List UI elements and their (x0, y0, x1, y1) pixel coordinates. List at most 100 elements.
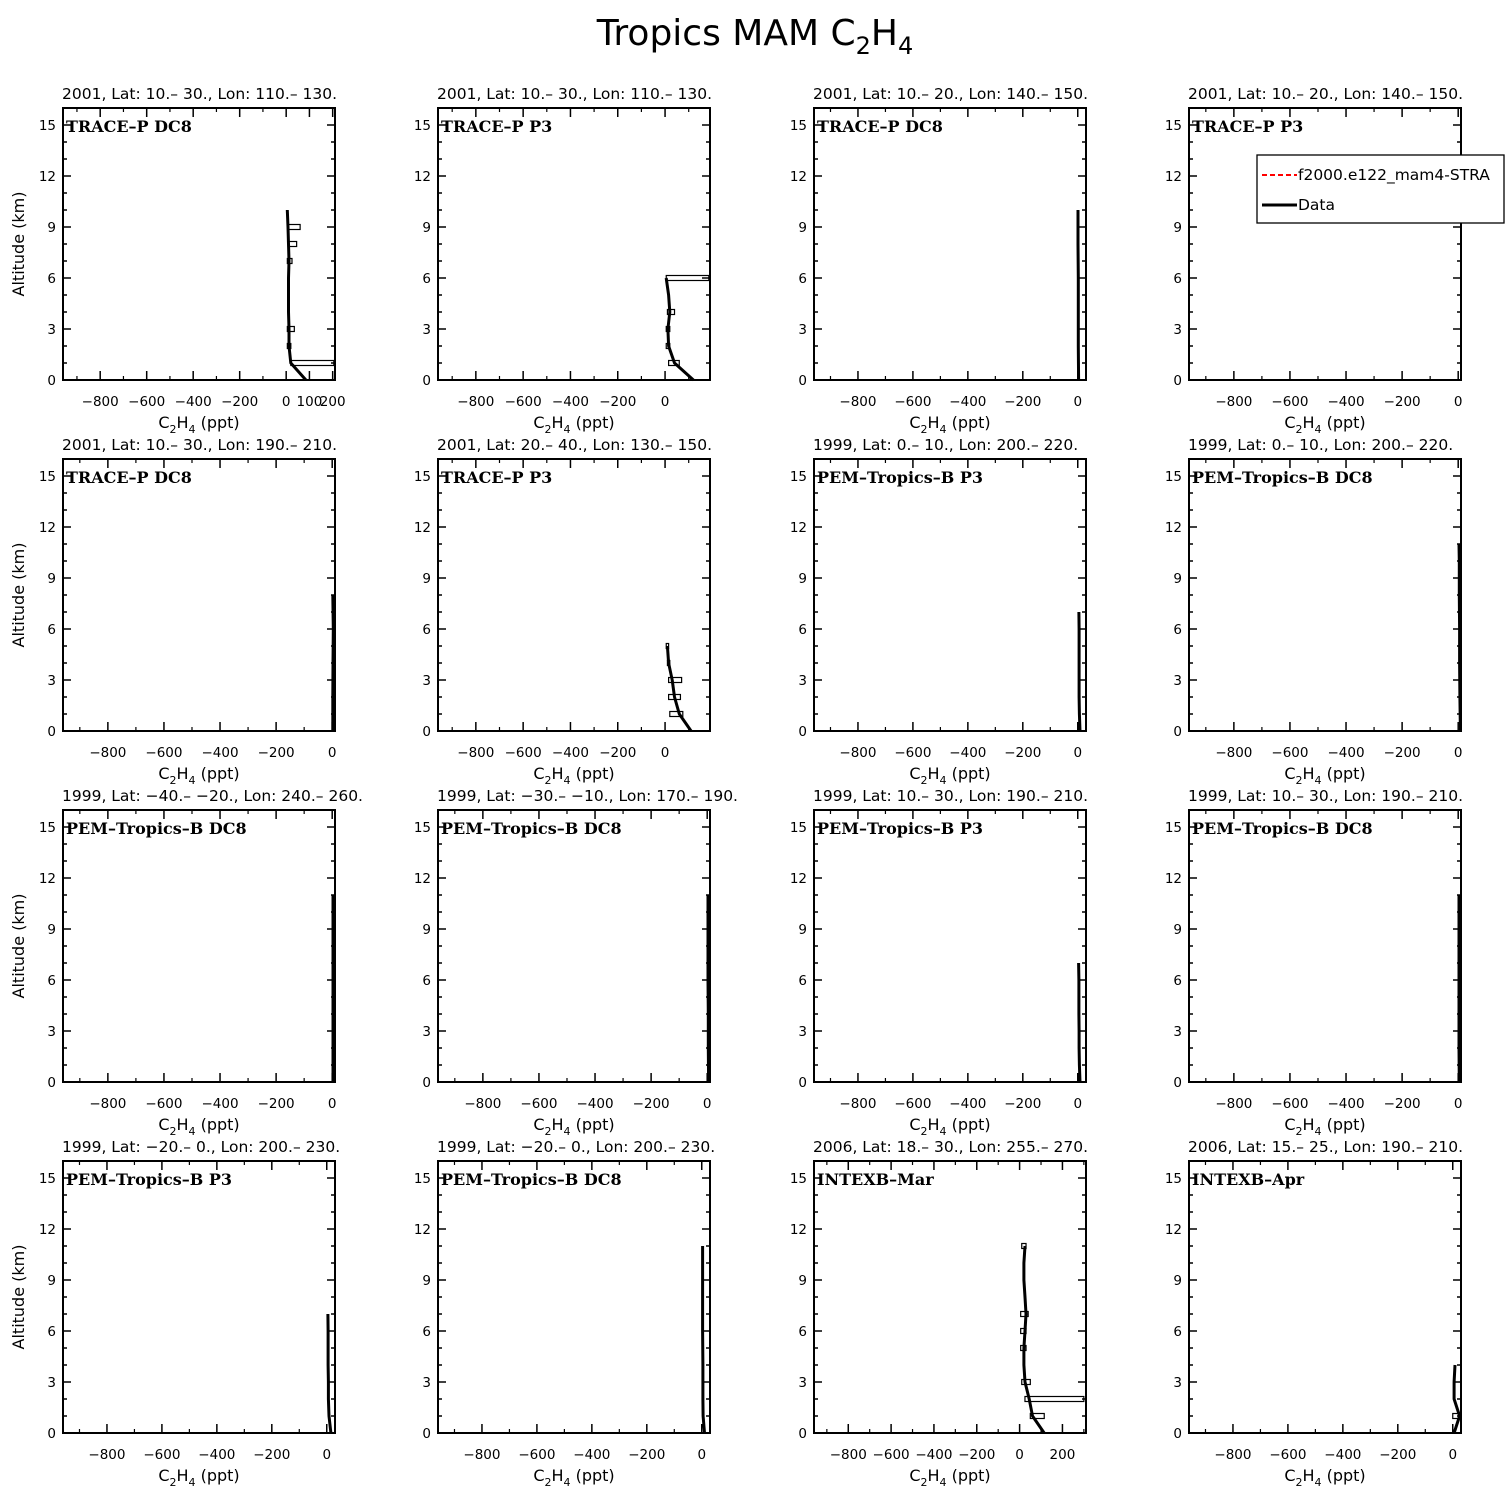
y-tick-label: 0 (1173, 1075, 1182, 1091)
x-tick-label: −800 (839, 745, 876, 761)
panel-header: 2001, Lat: 10.– 20., Lon: 140.– 150. (813, 85, 1088, 103)
y-tick-label: 6 (798, 271, 807, 287)
plot-frame (62, 458, 336, 732)
y-tick-label: 0 (422, 1075, 431, 1091)
x-tick-label: −800 (463, 1447, 500, 1463)
y-tick-label: 15 (414, 1171, 431, 1187)
campaign-label: PEM–Tropics–B DC8 (441, 819, 622, 838)
x-axis-label: C2H4 (ppt) (909, 764, 990, 787)
x-tick-label: −600 (143, 1447, 180, 1463)
x-tick-label: −200 (628, 1447, 665, 1463)
y-axis-label: Altitude (km) (9, 543, 28, 648)
y-tick-label: 6 (47, 622, 56, 638)
x-tick-label: −200 (1384, 394, 1421, 410)
campaign-label: TRACE–P P3 (441, 117, 552, 136)
y-tick-label: 3 (798, 673, 807, 689)
y-tick-label: 15 (1165, 820, 1182, 836)
x-tick-label: −800 (830, 1447, 867, 1463)
y-tick-label: 6 (1173, 973, 1182, 989)
panel-1: 2001, Lat: 10.– 30., Lon: 110.– 130. 0 3 6 9… (9, 85, 346, 436)
x-tick-label: −400 (198, 1447, 235, 1463)
y-tick-label: 0 (1173, 373, 1182, 389)
data-profile-line (1077, 611, 1082, 732)
x-tick-label: 0 (328, 1096, 337, 1112)
x-tick-label: 0 (1073, 1096, 1082, 1112)
y-tick-label: 9 (798, 571, 807, 587)
plot-frame (1188, 107, 1462, 381)
y-tick-label: 0 (47, 724, 56, 740)
panel-15: 2006, Lat: 18.– 30., Lon: 255.– 270. 0 3 6 9… (790, 1138, 1088, 1489)
y-tick-label: 0 (422, 1426, 431, 1442)
y-tick-label: 0 (47, 373, 56, 389)
x-tick-label: −200 (599, 394, 636, 410)
y-tick-label: 3 (47, 1375, 56, 1391)
y-tick-label: 6 (422, 271, 431, 287)
x-tick-label: −200 (1004, 1096, 1041, 1112)
y-tick-label: 15 (790, 820, 807, 836)
x-tick-label: 0 (1073, 745, 1082, 761)
x-axis-label: C2H4 (ppt) (1284, 764, 1365, 787)
y-tick-label: 3 (422, 1375, 431, 1391)
x-tick-label: −800 (82, 394, 119, 410)
data-profile-line (285, 209, 308, 381)
y-tick-label: 6 (422, 1324, 431, 1340)
x-tick-label: 200 (320, 394, 346, 410)
y-tick-label: 9 (1173, 922, 1182, 938)
plot-frame (437, 1160, 711, 1434)
error-bar (1029, 1412, 1045, 1420)
y-tick-label: 6 (47, 271, 56, 287)
y-tick-label: 0 (798, 1426, 807, 1442)
x-tick-label: 0 (322, 1447, 331, 1463)
y-tick-label: 6 (47, 973, 56, 989)
y-tick-label: 0 (798, 373, 807, 389)
x-tick-label: 200 (1050, 1447, 1076, 1463)
y-tick-label: 6 (422, 973, 431, 989)
x-tick-label: −400 (949, 745, 986, 761)
x-axis-label: C2H4 (ppt) (909, 413, 990, 436)
panel-13: 1999, Lat: −20.– 0., Lon: 200.– 230. 0 3 6 9… (9, 1138, 340, 1489)
y-tick-label: 9 (798, 1273, 807, 1289)
x-axis-label: C2H4 (ppt) (1284, 1115, 1365, 1138)
panel-header: 1999, Lat: 0.– 10., Lon: 200.– 220. (1188, 436, 1453, 454)
y-tick-label: 9 (422, 1273, 431, 1289)
x-axis-label: C2H4 (ppt) (909, 1115, 990, 1138)
y-tick-label: 6 (1173, 1324, 1182, 1340)
campaign-label: INTEXB–Apr (1192, 1170, 1305, 1189)
y-tick-label: 6 (1173, 622, 1182, 638)
plot-frame (62, 107, 336, 381)
x-tick-label: −400 (552, 394, 589, 410)
y-tick-label: 12 (414, 871, 431, 887)
panel-grid: 2001, Lat: 10.– 30., Lon: 110.– 130. 0 3 6 9… (9, 85, 1505, 1489)
y-tick-label: 0 (47, 1075, 56, 1091)
data-profile-line (1076, 210, 1081, 381)
x-axis-label: C2H4 (ppt) (158, 764, 239, 787)
y-tick-label: 6 (47, 1324, 56, 1340)
plot-frame (1188, 458, 1462, 732)
data-profile-line (1457, 543, 1462, 732)
y-tick-label: 12 (790, 871, 807, 887)
x-tick-label: 0 (1015, 1447, 1024, 1463)
legend: f2000.e122_mam4-STRA Data (1256, 154, 1505, 224)
x-tick-label: −400 (201, 1096, 238, 1112)
panel-2: 2001, Lat: 10.– 30., Lon: 110.– 130. 0 3 6 9… (414, 85, 712, 436)
y-tick-label: 15 (39, 469, 56, 485)
plot-frame (62, 1160, 336, 1434)
x-tick-label: −200 (221, 394, 258, 410)
x-axis-label: C2H4 (ppt) (1284, 413, 1365, 436)
y-tick-label: 0 (798, 724, 807, 740)
x-tick-label: −400 (949, 1096, 986, 1112)
y-tick-label: 3 (1173, 322, 1182, 338)
y-tick-label: 9 (798, 922, 807, 938)
y-tick-label: 12 (790, 1222, 807, 1238)
error-bar (669, 710, 684, 718)
panel-header: 1999, Lat: 10.– 30., Lon: 190.– 210. (1188, 787, 1463, 805)
y-tick-label: 15 (414, 469, 431, 485)
y-axis-label: Altitude (km) (9, 192, 28, 297)
data-profile-line (1022, 1245, 1046, 1434)
y-tick-label: 9 (1173, 1273, 1182, 1289)
panel-7: 1999, Lat: 0.– 10., Lon: 200.– 220. 0 3 6 9 1… (790, 436, 1087, 787)
x-tick-label: 100 (297, 394, 323, 410)
error-bar (1024, 1395, 1085, 1403)
x-axis-label: C2H4 (ppt) (533, 1115, 614, 1138)
y-tick-label: 3 (798, 1024, 807, 1040)
